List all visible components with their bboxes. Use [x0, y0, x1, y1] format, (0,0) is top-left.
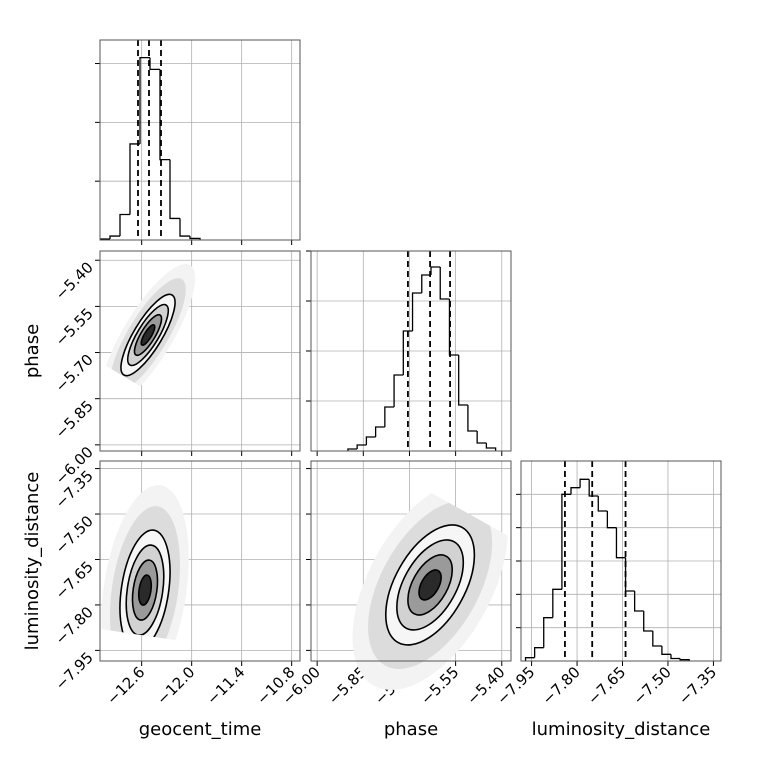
panel-background — [100, 40, 300, 240]
density-region — [141, 324, 155, 346]
histogram-bin — [393, 374, 404, 407]
x-tick-label: −7.65 — [584, 663, 629, 708]
histogram-bin — [643, 611, 653, 632]
panel-frame — [99, 250, 301, 452]
y-tick-label: −7.95 — [52, 648, 97, 693]
x-tick-label: −7.35 — [675, 663, 720, 708]
panel — [100, 40, 300, 240]
histogram-bin — [129, 143, 140, 215]
x-axis-label: luminosity_distance — [532, 719, 711, 740]
histogram-bin — [561, 493, 571, 590]
y-axis-label: phase — [22, 324, 43, 378]
histogram-bin — [467, 405, 478, 432]
panel-frame — [310, 460, 512, 662]
histogram-bin — [439, 267, 450, 300]
histogram-bin — [411, 292, 422, 331]
histogram-bin — [485, 443, 497, 451]
histogram-bin — [579, 478, 590, 488]
x-tick-label: −7.80 — [539, 663, 584, 708]
histogram-bin — [189, 236, 201, 240]
panel-frame — [99, 460, 301, 662]
histogram-bin — [533, 647, 544, 658]
contour-line — [407, 554, 454, 616]
histogram-bin — [606, 511, 617, 529]
x-axis-label: geocent_time — [139, 719, 262, 740]
panel-frame — [520, 460, 722, 662]
y-tick-label: −5.85 — [52, 397, 97, 442]
contour-line — [418, 569, 442, 601]
histogram-bin — [374, 426, 385, 437]
x-tick-label: −7.50 — [630, 663, 675, 708]
contour-line — [120, 293, 176, 377]
histogram-bin — [402, 330, 413, 375]
histogram-bin — [679, 658, 690, 661]
contour-line — [140, 324, 156, 346]
y-tick-label: −5.55 — [52, 304, 97, 349]
histogram-bin — [661, 646, 671, 655]
panel-frame — [310, 250, 512, 452]
histogram-bin — [109, 235, 120, 240]
histogram-bin — [430, 266, 441, 275]
y-tick-label: −5.70 — [52, 351, 97, 396]
histogram-bin — [458, 355, 468, 406]
histogram-bin — [149, 57, 160, 71]
histogram-bin — [552, 588, 562, 618]
histogram-bin — [670, 654, 681, 660]
x-tick-label: −12.0 — [153, 663, 198, 708]
histogram-bin — [570, 487, 581, 495]
histogram-bin — [421, 274, 431, 293]
contour-line — [119, 529, 171, 645]
histogram-bin — [588, 479, 599, 497]
y-tick-label: −5.40 — [52, 258, 97, 303]
histogram-bin — [543, 617, 553, 648]
y-axis-label: luminosity_distance — [22, 472, 43, 651]
contour-line — [384, 524, 476, 646]
contour-line — [396, 539, 465, 631]
histogram-bin — [159, 69, 170, 161]
density-region — [138, 575, 152, 606]
histogram-bin — [384, 406, 395, 427]
x-axis-label: phase — [384, 719, 438, 740]
histogram-bin — [179, 218, 190, 237]
y-tick-label: −7.65 — [52, 558, 97, 603]
histogram-bin — [652, 631, 662, 647]
histogram-bin — [119, 213, 130, 237]
histogram-bin — [633, 591, 644, 612]
contour-line — [133, 313, 163, 357]
histogram-bin — [169, 159, 180, 220]
y-tick-label: −7.50 — [52, 512, 97, 557]
y-tick-label: −7.80 — [52, 603, 97, 648]
contour-line — [137, 574, 153, 606]
panel-frame — [99, 39, 301, 241]
contour-line — [131, 559, 159, 621]
histogram-bin — [139, 56, 150, 144]
histogram-bin — [476, 431, 487, 444]
histogram-bin — [365, 436, 376, 445]
histogram-bin — [356, 444, 367, 449]
histogram-bin — [347, 448, 358, 451]
histogram-bin — [100, 238, 110, 240]
x-tick-label: −12.6 — [103, 663, 148, 708]
histogram-bin — [597, 496, 608, 512]
contour-line — [126, 303, 170, 367]
x-tick-label: −11.4 — [203, 663, 248, 708]
histogram-bin — [524, 657, 535, 661]
histogram-bin — [615, 527, 626, 559]
